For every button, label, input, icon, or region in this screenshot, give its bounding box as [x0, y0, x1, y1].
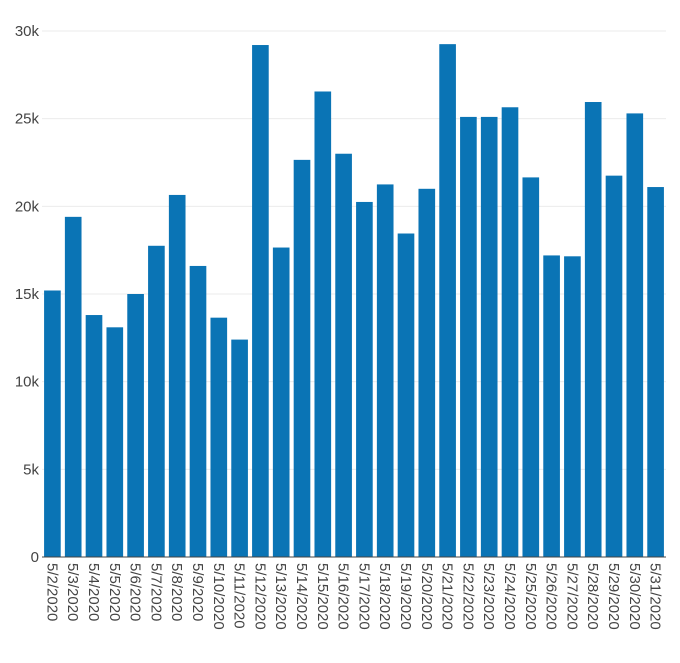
x-tick-label: 5/29/2020	[605, 563, 622, 630]
bar	[376, 184, 394, 557]
bar	[252, 45, 269, 557]
bar	[584, 102, 602, 557]
y-tick-label: 10k	[15, 374, 40, 391]
bar	[418, 188, 436, 558]
y-tick-label: 20k	[15, 198, 40, 215]
x-tick-label: 5/20/2020	[418, 563, 435, 630]
bar	[439, 44, 456, 557]
bar	[397, 233, 415, 557]
bar	[168, 194, 186, 558]
bar	[480, 116, 498, 557]
x-tick-label: 5/5/2020	[106, 563, 123, 621]
x-tick-label: 5/3/2020	[64, 563, 81, 621]
bar	[543, 255, 560, 557]
bar	[106, 327, 124, 557]
x-tick-label: 5/25/2020	[522, 563, 539, 630]
gridlines	[42, 30, 666, 470]
x-tick-label: 5/2/2020	[43, 563, 60, 621]
x-tick-label: 5/11/2020	[231, 563, 248, 629]
x-tick-label: 5/28/2020	[584, 563, 601, 630]
bar	[148, 245, 165, 558]
bar	[522, 177, 540, 558]
bar	[647, 187, 664, 557]
bar	[64, 216, 82, 557]
x-tick-label: 5/4/2020	[85, 563, 102, 621]
x-tick-label: 5/18/2020	[376, 563, 393, 630]
bar	[127, 294, 144, 557]
bar	[314, 91, 332, 558]
x-tick-labels: 5/2/2020 5/3/2020 5/4/2020 5/5/2020 5/6/2020…	[43, 563, 663, 630]
x-tick-label: 5/31/2020	[647, 563, 664, 630]
bar	[564, 256, 581, 557]
y-tick-label: 15k	[15, 286, 40, 303]
y-tick-label: 25k	[15, 111, 40, 128]
x-tick-label: 5/21/2020	[439, 563, 456, 630]
bar	[272, 247, 290, 557]
bar	[85, 315, 103, 557]
x-tick-label: 5/22/2020	[459, 563, 476, 630]
x-tick-label: 5/15/2020	[314, 563, 331, 630]
bar	[626, 113, 644, 557]
bar	[335, 153, 352, 557]
x-tick-label: 5/30/2020	[626, 563, 643, 630]
x-tick-label: 5/23/2020	[480, 563, 497, 630]
x-tick-label: 5/10/2020	[210, 563, 227, 630]
x-tick-label: 5/7/2020	[147, 563, 164, 621]
bar	[231, 339, 248, 557]
bar	[210, 317, 228, 557]
y-tick-label: 5k	[23, 461, 39, 478]
bar	[460, 116, 477, 557]
x-tick-label: 5/27/2020	[563, 563, 580, 630]
bar	[189, 265, 207, 557]
y-tick-label: 30k	[15, 23, 40, 40]
x-tick-label: 5/26/2020	[543, 563, 560, 630]
bar	[44, 290, 61, 557]
bars	[44, 44, 664, 558]
x-tick-label: 5/14/2020	[293, 563, 310, 630]
x-tick-label: 5/9/2020	[189, 563, 206, 621]
bar	[605, 175, 623, 557]
x-tick-label: 5/19/2020	[397, 563, 414, 630]
bar	[501, 107, 519, 558]
bar	[356, 201, 373, 557]
x-tick-label: 5/13/2020	[272, 563, 289, 630]
y-tick-label: 0	[31, 549, 39, 566]
x-tick-label: 5/24/2020	[501, 563, 518, 630]
bar	[293, 159, 311, 557]
x-tick-label: 5/17/2020	[355, 563, 372, 630]
x-tick-label: 5/6/2020	[127, 563, 144, 621]
x-tick-label: 5/12/2020	[251, 563, 268, 630]
x-tick-label: 5/8/2020	[168, 563, 185, 621]
y-tick-labels: 0 5k 10k 15k 20k 25k 30k	[15, 23, 40, 566]
x-tick-label: 5/16/2020	[335, 563, 352, 630]
